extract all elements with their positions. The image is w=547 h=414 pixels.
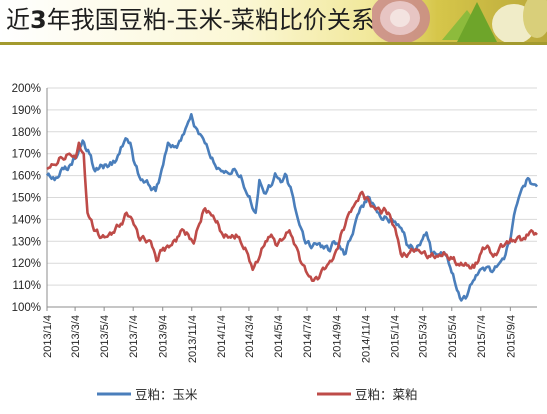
x-tick-label: 2013/1/4 (42, 315, 54, 358)
y-tick-label: 140% (12, 214, 41, 226)
y-tick-label: 100% (12, 302, 41, 314)
vegetables-image (372, 0, 547, 42)
y-tick-label: 130% (12, 236, 41, 248)
legend-label-1: 豆粕：玉米 (135, 387, 198, 402)
title-suffix: 年我国豆粕-玉米-菜粕比价关系 (46, 6, 375, 34)
page-banner: 近3年我国豆粕-玉米-菜粕比价关系 (0, 0, 547, 45)
page-title: 近3年我国豆粕-玉米-菜粕比价关系 (6, 4, 375, 36)
x-tick-label: 2013/11/4 (187, 315, 199, 363)
y-tick-label: 180% (12, 127, 41, 139)
series-line-2 (46, 141, 538, 282)
title-number: 3 (30, 6, 47, 34)
x-tick-label: 2015/9/4 (505, 315, 517, 358)
x-axis: 2013/1/4 2013/3/4 2013/5/4 2013/7/4 2013/9/4… (42, 88, 537, 363)
x-tick-label: 2013/5/4 (99, 315, 111, 358)
chart-legend: 豆粕：玉米 豆粕：菜粕 (97, 387, 418, 402)
y-tick-label: 150% (12, 193, 41, 205)
x-tick-label: 2014/5/4 (273, 315, 285, 358)
y-tick-label: 160% (12, 171, 41, 183)
y-tick-label: 200% (12, 83, 41, 95)
price-ratio-chart: 100% 110% 120% 130% 140% 150% 160% 170% 180% 190%… (12, 83, 539, 402)
x-tick-label: 2014/11/4 (361, 315, 373, 363)
y-tick-label: 120% (12, 258, 41, 270)
chart-series (45, 113, 539, 302)
x-tick-label: 2013/7/4 (128, 315, 140, 358)
series-line-1 (45, 113, 539, 302)
x-tick-label: 2015/7/4 (476, 315, 488, 358)
y-tick-label: 190% (12, 105, 41, 117)
y-tick-label: 170% (12, 149, 41, 161)
legend-label-2: 豆粕：菜粕 (355, 387, 418, 402)
x-tick-label: 2013/9/4 (158, 315, 170, 358)
x-tick-label: 2015/3/4 (418, 315, 430, 358)
x-tick-label: 2013/3/4 (70, 315, 82, 358)
x-tick-label: 2014/7/4 (302, 315, 314, 358)
x-tick-label: 2014/9/4 (332, 315, 344, 358)
x-tick-label: 2015/1/4 (390, 315, 402, 358)
y-axis: 100% 110% 120% 130% 140% 150% 160% 170% 180% 190%… (12, 83, 41, 314)
x-tick-label: 2014/3/4 (244, 315, 256, 358)
y-tick-label: 110% (12, 280, 41, 292)
title-prefix: 近 (6, 6, 30, 34)
x-tick-label: 2015/5/4 (447, 315, 459, 358)
chart-gridlines (47, 87, 537, 308)
x-tick-label: 2014/1/4 (216, 315, 228, 358)
